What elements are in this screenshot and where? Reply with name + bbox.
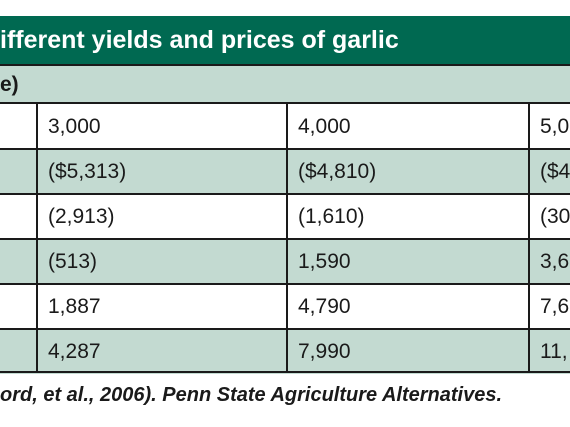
cell-text: (30 [540,205,570,228]
row-divider [0,328,570,330]
cell-text: 4,287 [48,340,101,363]
table-cell: ($4 [531,149,570,194]
cell-text: 11, [540,340,568,363]
table-cell [0,239,35,284]
cell-text: 4,790 [298,295,351,318]
table-cell: 1,590 [289,239,527,284]
cell-text: (513) [48,250,98,273]
table-cell [0,329,35,374]
cell-text: 5,0 [540,115,570,138]
row-divider [0,283,570,285]
cell-text: 4,000 [298,115,351,138]
table-cell: (30 [531,194,570,239]
cell-text: ($4,810) [298,160,377,183]
table-cell: 4,000 [289,104,527,149]
table-cell [0,104,35,149]
cell-text: 7,6 [540,295,570,318]
table-cell: 4,287 [39,329,285,374]
table-cell: 7,6 [531,284,570,329]
cell-text: ($5,313) [48,160,127,183]
table-row: 4,287 7,990 11, [0,329,570,374]
table-cell: 1,887 [39,284,285,329]
table-cell [0,284,35,329]
cell-text: 7,990 [298,340,351,363]
table-cell: (2,913) [39,194,285,239]
cell-text: 1,887 [48,295,101,318]
table-cell: 11, [531,329,570,374]
row-divider [0,193,570,195]
column-divider [528,104,530,373]
cell-text: (1,610) [298,205,365,228]
table-cell: 7,990 [289,329,527,374]
table-subtitle-bar: e) [0,66,570,104]
cell-text: 3,000 [48,115,101,138]
table-row: (2,913) (1,610) (30 [0,194,570,239]
table-cell: 3,000 [39,104,285,149]
table-cell: ($5,313) [39,149,285,194]
table-cell: 3,6 [531,239,570,284]
row-divider [0,238,570,240]
table-row: 1,887 4,790 7,6 [0,284,570,329]
cell-text: 1,590 [298,250,351,273]
source-text: ord, et al., 2006). Penn State Agricultu… [0,384,503,406]
column-divider [36,104,38,373]
table-cell: (513) [39,239,285,284]
table-cell: (1,610) [289,194,527,239]
table-cell [0,194,35,239]
row-divider [0,371,570,373]
table-row: 3,000 4,000 5,0 [0,104,570,149]
table-cell: 5,0 [531,104,570,149]
table-row: (513) 1,590 3,6 [0,239,570,284]
table-title-bar: ifferent yields and prices of garlic [0,16,570,66]
cell-text: (2,913) [48,205,115,228]
data-table: 3,000 4,000 5,0 ($5,313) ($4,810) ($4 (2… [0,104,570,374]
column-divider [286,104,288,373]
table-subtitle: e) [0,73,19,96]
table-title: ifferent yields and prices of garlic [0,26,399,54]
cell-text: 3,6 [540,250,570,273]
table-row: ($5,313) ($4,810) ($4 [0,149,570,194]
table-cell [0,149,35,194]
source-note: ord, et al., 2006). Penn State Agricultu… [0,378,570,412]
table-cell: ($4,810) [289,149,527,194]
cell-text: ($4 [540,160,570,183]
row-divider [0,148,570,150]
table-cell: 4,790 [289,284,527,329]
